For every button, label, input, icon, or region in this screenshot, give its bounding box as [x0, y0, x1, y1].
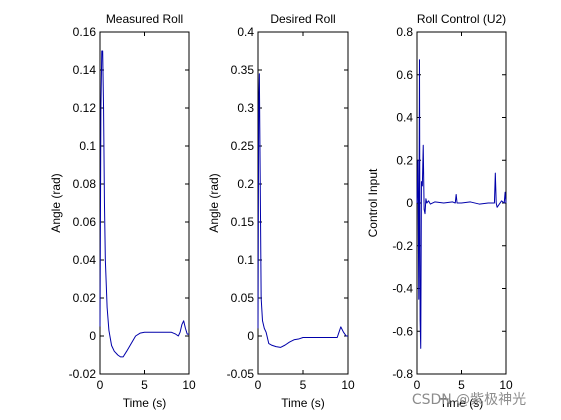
x-tick-label: 10 [341, 378, 355, 392]
x-tick-label: 10 [182, 378, 196, 392]
y-tick-label: 0.2 [237, 177, 254, 191]
y-tick-label: 0.8 [396, 25, 413, 39]
y-tick-label: 0.02 [73, 291, 97, 305]
y-tick-label: 0.12 [73, 101, 97, 115]
y-tick-label: 0.16 [73, 25, 97, 39]
series-line [416, 59, 507, 349]
axes-box [257, 31, 349, 375]
x-tick-label: 10 [499, 378, 513, 392]
y-axis-label: Angle (rad) [207, 173, 221, 232]
y-tick-label: -0.02 [69, 367, 97, 381]
x-axis-label: Time (s) [281, 396, 325, 410]
y-tick-label: 0.35 [231, 63, 255, 77]
subplot-3: -0.8 -0.6 -0.4 -0.2 0 0.2 0.4 0.6 0.8 0 5 10 Roll Co… [366, 12, 513, 410]
y-tick-label: 0.04 [73, 253, 97, 267]
y-tick-label: 0 [89, 329, 96, 343]
y-tick-label: 0 [406, 196, 413, 210]
y-tick-label: 0.15 [231, 215, 255, 229]
y-tick-label: 0.05 [231, 291, 255, 305]
y-tick-label: 0.1 [237, 253, 254, 267]
subplot-title: Roll Control (U2) [417, 12, 506, 26]
x-tick-label: 5 [141, 378, 148, 392]
x-tick-label: 0 [97, 378, 104, 392]
x-tick-label: 5 [458, 378, 465, 392]
y-tick-label: 0.2 [396, 153, 413, 167]
axes-box [99, 31, 190, 375]
y-tick-label: 0.4 [237, 25, 254, 39]
x-tick-label: 5 [300, 378, 307, 392]
y-tick-label: -0.6 [392, 324, 413, 338]
y-tick-label: 0 [247, 329, 254, 343]
x-tick-label: 0 [255, 378, 262, 392]
y-tick-label: -0.4 [392, 282, 413, 296]
y-tick-label: 0.6 [396, 68, 413, 82]
y-tick-label: 0.06 [73, 215, 97, 229]
y-axis-label: Control Input [366, 168, 380, 237]
y-tick-label: -0.2 [392, 239, 413, 253]
series-line [257, 73, 348, 348]
x-axis-label: Time (s) [123, 396, 167, 410]
watermark: CSDN @紫极神光 [412, 392, 526, 408]
subplot-title: Desired Roll [270, 12, 335, 26]
y-axis-label: Angle (rad) [49, 173, 63, 232]
subplot-title: Measured Roll [106, 12, 183, 26]
y-tick-label: 0.25 [231, 139, 255, 153]
y-tick-label: 0.14 [73, 63, 97, 77]
y-tick-label: 0.1 [79, 139, 96, 153]
y-tick-label: -0.8 [392, 367, 413, 381]
y-tick-label: 0.08 [73, 177, 97, 191]
x-tick-label: 0 [414, 378, 421, 392]
series-line [99, 50, 189, 358]
y-tick-label: 0.3 [237, 101, 254, 115]
y-tick-label: -0.05 [227, 367, 255, 381]
x-axis-label: Time (s) [440, 396, 484, 410]
y-tick-label: 0.4 [396, 111, 413, 125]
